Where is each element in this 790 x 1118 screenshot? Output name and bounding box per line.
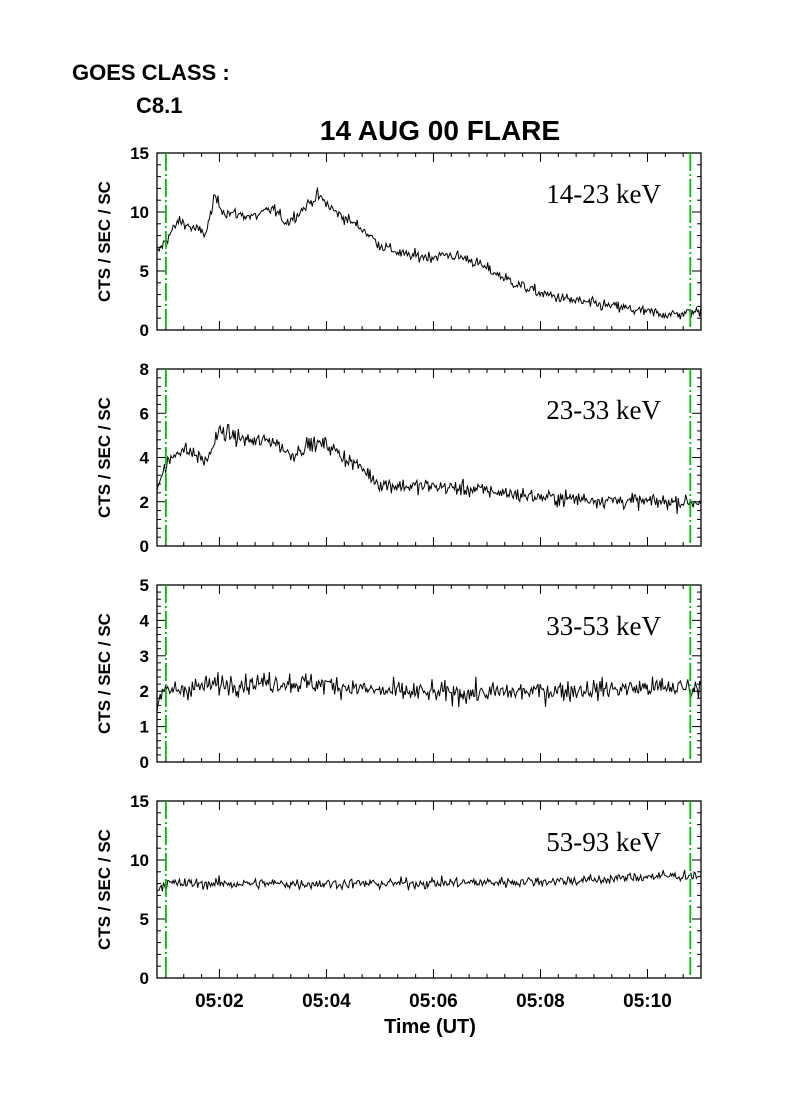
x-tick-label: 05:10: [623, 991, 672, 1012]
y-tick-label: 5: [140, 576, 149, 595]
panel-frame: [156, 584, 702, 763]
chart-title: 14 AUG 00 FLARE: [320, 115, 560, 146]
y-ticks: [157, 800, 701, 979]
y-axis-label: CTS / SEC / SC: [95, 829, 114, 950]
panel-frame: [156, 152, 702, 331]
x-tick-label: 05:04: [302, 991, 351, 1012]
y-tick-label: 2: [140, 682, 149, 701]
y-tick-label: 4: [140, 449, 150, 468]
y-tick-label: 15: [130, 792, 149, 811]
panel-2: 0 2 4 6 8 CTS / SEC / SC 23-33 keV: [95, 360, 702, 556]
y-ticks: [157, 368, 701, 547]
panel-1: 0 5 10 15 CTS / SEC / SC 14-23 keV: [95, 144, 702, 340]
y-tick-label: 10: [130, 851, 149, 870]
y-tick-label: 5: [140, 262, 149, 281]
goes-class-value: C8.1: [136, 93, 183, 118]
x-tick-labels: 05:02 05:04 05:06 05:08 05:10: [195, 991, 672, 1012]
y-tick-label: 0: [140, 969, 149, 988]
y-tick-label: 1: [140, 718, 149, 737]
energy-band-label: 23-33 keV: [546, 395, 661, 425]
y-tick-label: 15: [130, 144, 149, 163]
y-axis-label: CTS / SEC / SC: [95, 613, 114, 734]
y-tick-label: 2: [140, 493, 149, 512]
series-line: [156, 672, 702, 712]
y-ticks: [157, 584, 701, 763]
panel-frame: [156, 800, 702, 979]
x-ticks: [165, 369, 702, 546]
x-ticks: [165, 153, 702, 330]
y-axis-label: CTS / SEC / SC: [95, 181, 114, 302]
energy-band-label: 53-93 keV: [546, 827, 661, 857]
y-tick-label: 3: [140, 647, 149, 666]
goes-class-label: GOES CLASS :: [72, 60, 230, 85]
y-tick-label: 5: [140, 910, 149, 929]
series-line: [156, 187, 702, 320]
series-line: [156, 424, 702, 515]
x-ticks: [165, 801, 702, 978]
y-tick-label: 10: [130, 203, 149, 222]
y-tick-label: 8: [140, 360, 149, 379]
energy-band-label: 14-23 keV: [546, 179, 661, 209]
y-tick-label: 6: [140, 404, 149, 423]
series-line: [156, 869, 701, 892]
x-axis-label: Time (UT): [384, 1016, 476, 1038]
y-tick-label: 0: [140, 537, 149, 556]
energy-band-label: 33-53 keV: [546, 611, 661, 641]
x-tick-label: 05:06: [409, 991, 458, 1012]
panel-3: 0 1 2 3 4 5 CTS / SEC / SC 33-53 keV: [95, 576, 702, 772]
y-tick-label: 4: [140, 611, 150, 630]
y-tick-label: 0: [140, 753, 149, 772]
y-tick-label: 0: [140, 321, 149, 340]
x-tick-label: 05:08: [516, 991, 565, 1012]
y-axis-label: CTS / SEC / SC: [95, 397, 114, 518]
panel-4: 0 5 10 15 CTS / SEC / SC 53-93 keV: [95, 792, 702, 988]
x-tick-label: 05:02: [195, 991, 244, 1012]
